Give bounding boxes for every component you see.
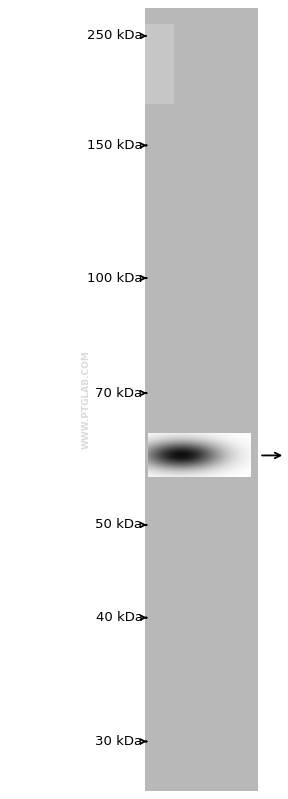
- Text: 30 kDa: 30 kDa: [95, 735, 143, 748]
- Text: 70 kDa: 70 kDa: [95, 387, 143, 400]
- Bar: [145, 24, 173, 104]
- Bar: [145, 8, 258, 791]
- Text: 100 kDa: 100 kDa: [87, 272, 143, 284]
- Text: WWW.PTGLAB.COM: WWW.PTGLAB.COM: [82, 350, 91, 449]
- Text: 50 kDa: 50 kDa: [95, 519, 143, 531]
- Text: 40 kDa: 40 kDa: [96, 611, 143, 624]
- Text: 250 kDa: 250 kDa: [87, 30, 143, 42]
- Text: 150 kDa: 150 kDa: [87, 139, 143, 152]
